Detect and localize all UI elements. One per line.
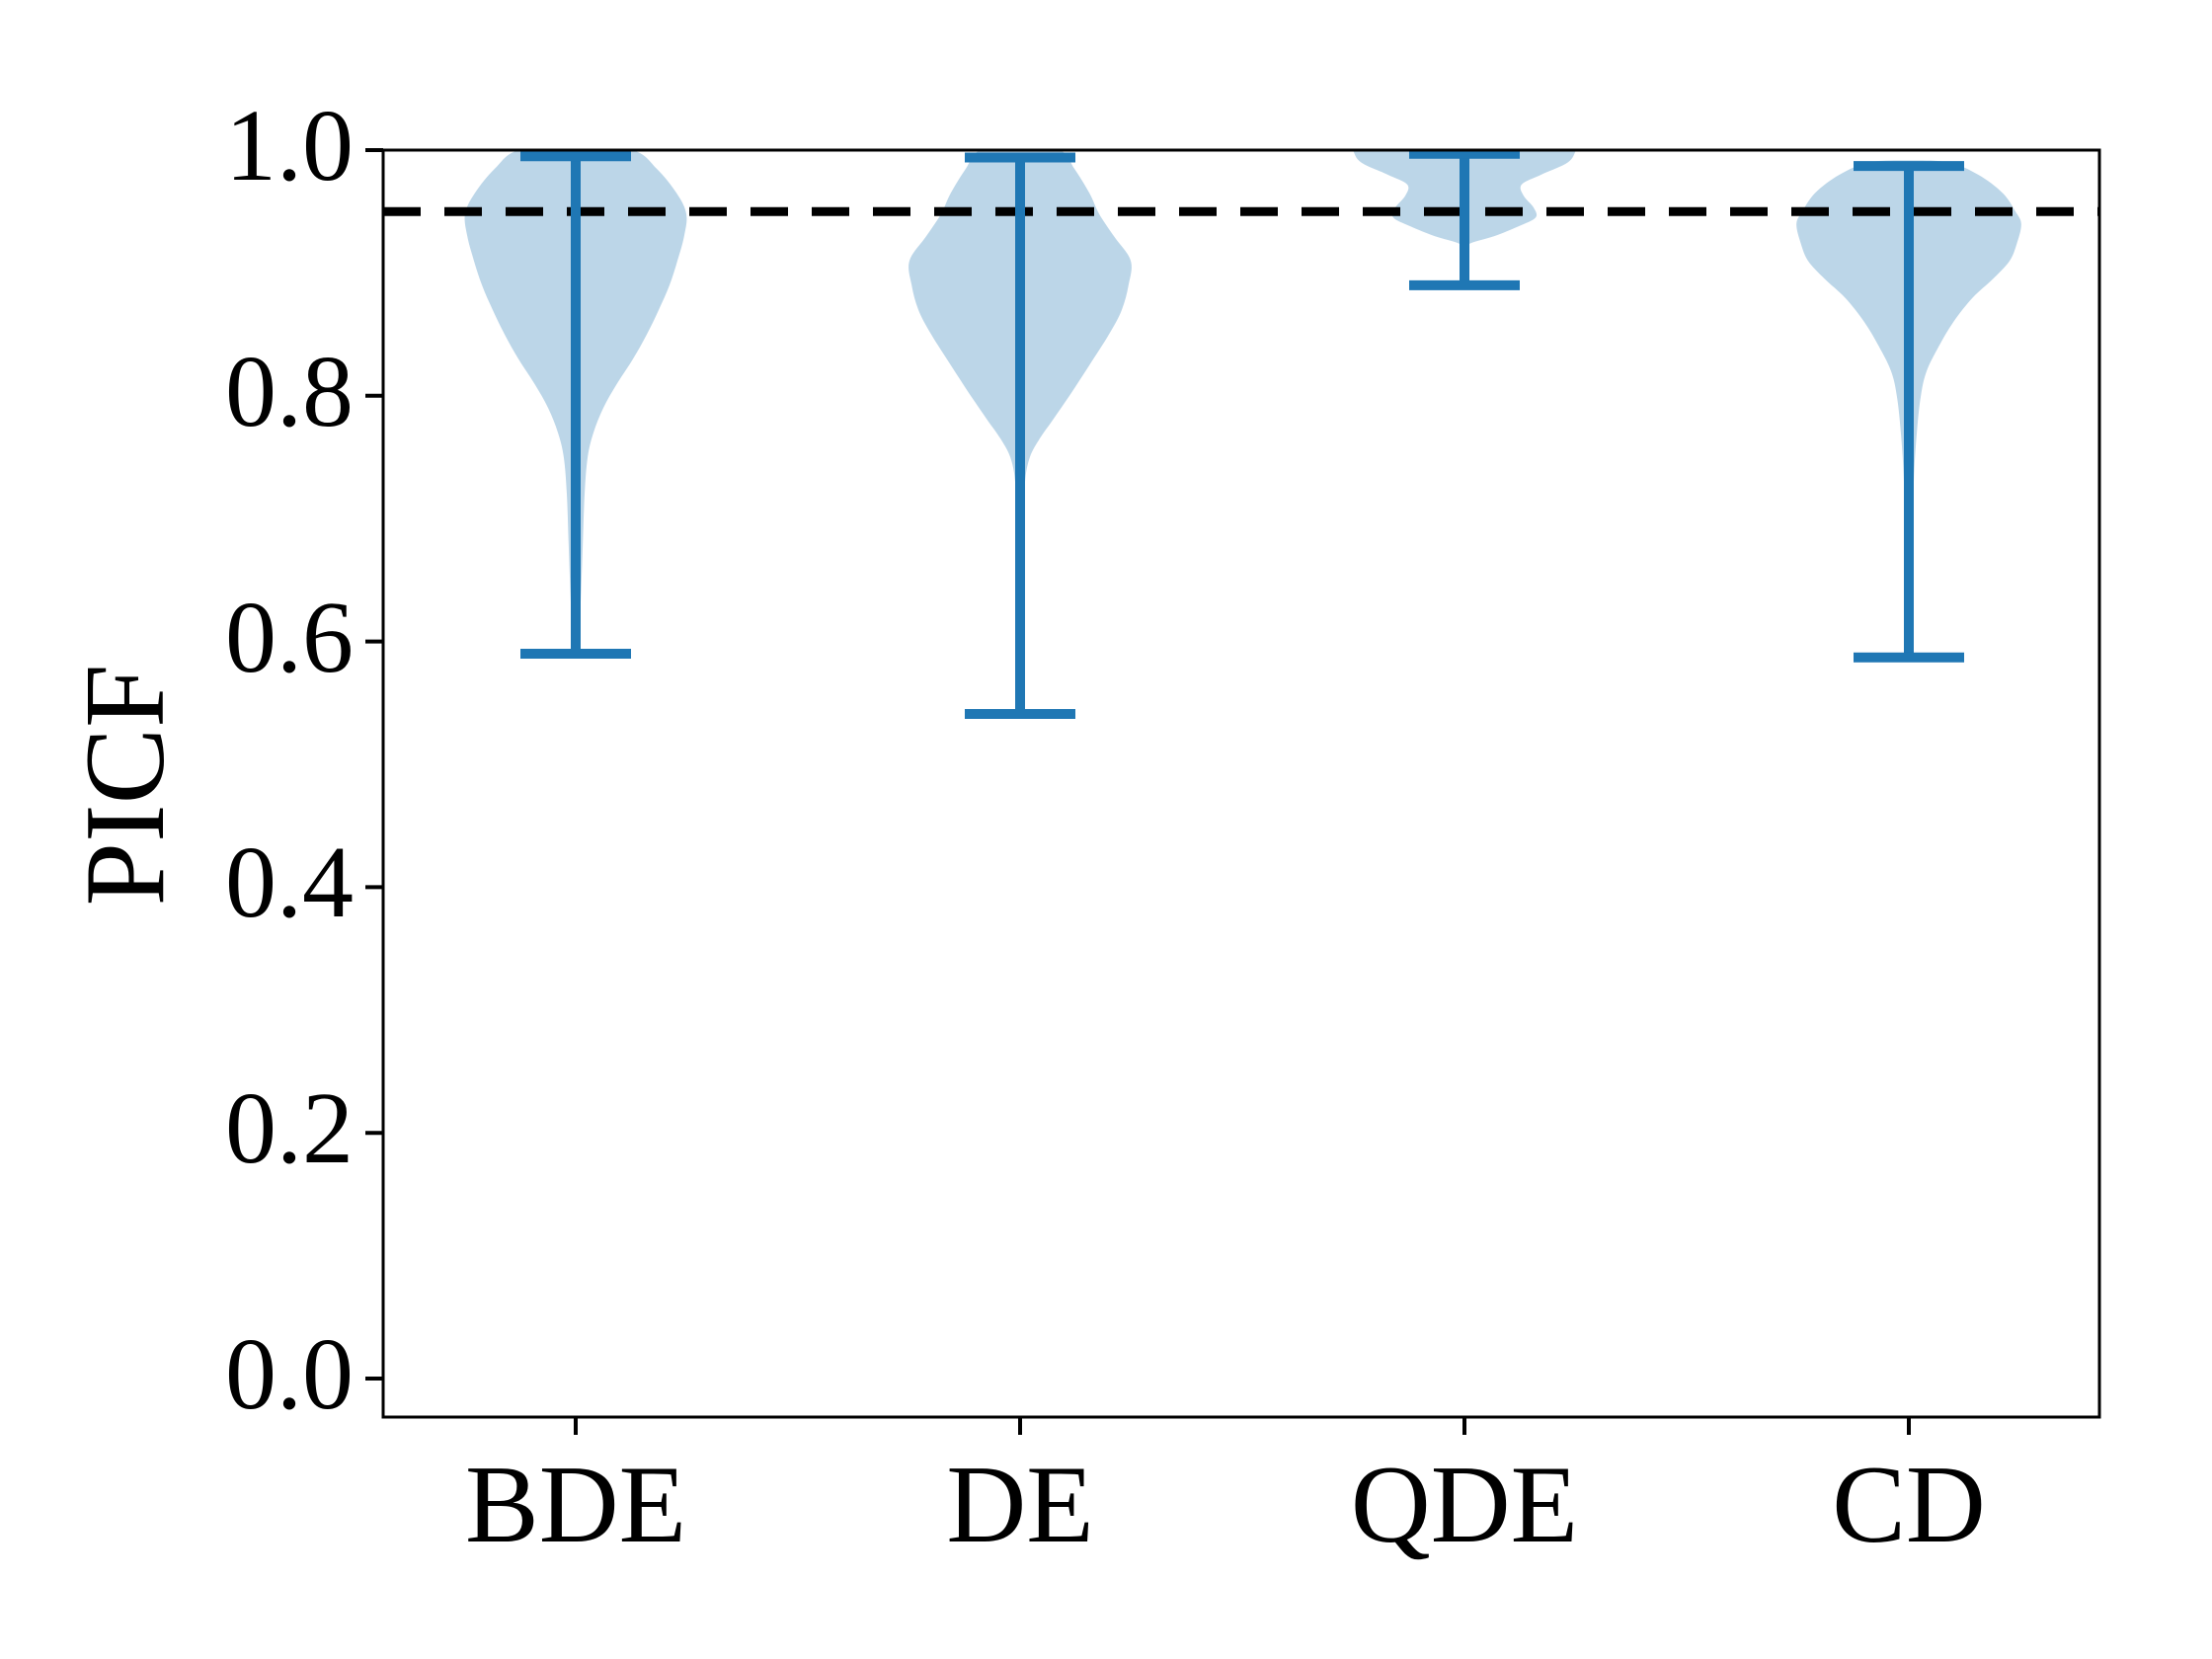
x-tick-label-cd: CD <box>1832 1444 1986 1566</box>
y-tick-label: 1.0 <box>225 88 354 202</box>
x-tick-label-de: DE <box>946 1444 1094 1566</box>
y-tick-label: 0.6 <box>225 580 354 694</box>
y-tick-label: 0.4 <box>225 826 354 940</box>
axes-spines <box>381 148 2101 1419</box>
y-tick-label: 0.8 <box>225 334 354 448</box>
y-tick-label: 0.0 <box>225 1316 354 1431</box>
x-tick-label-qde: QDE <box>1350 1444 1579 1566</box>
x-tick-label-bde: BDE <box>465 1444 686 1566</box>
y-tick-label: 0.2 <box>225 1071 354 1186</box>
